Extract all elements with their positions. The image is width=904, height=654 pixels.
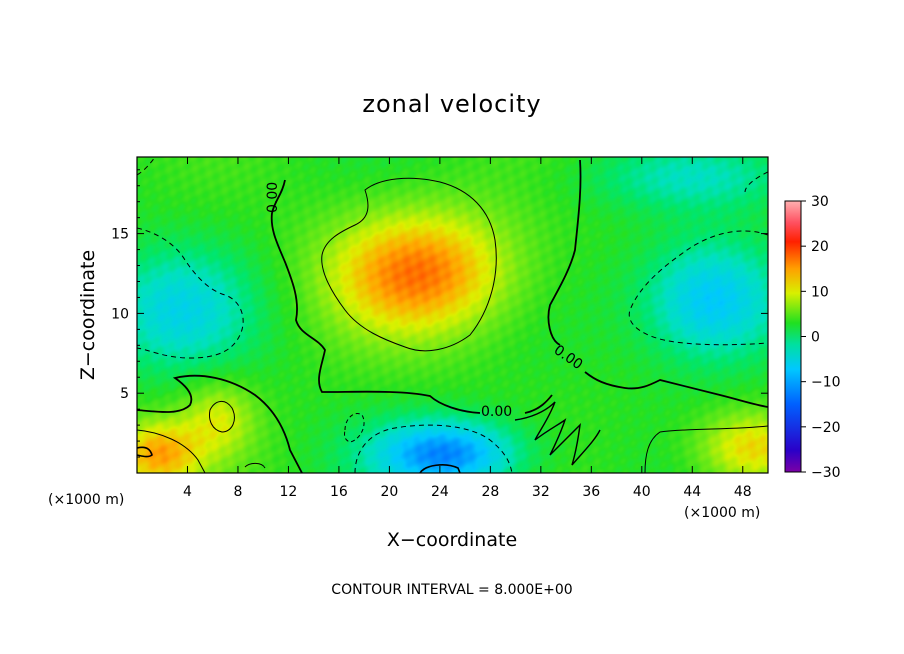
colorbar-tick-label: −30 <box>811 465 841 481</box>
positive-contour-lobe <box>209 401 235 433</box>
colorbar-tick-label: 10 <box>811 284 829 300</box>
zero-contour-lower-mid <box>514 401 601 466</box>
colorbar <box>784 200 802 473</box>
positive-contour-southwest <box>137 429 206 473</box>
x-tick-label: 8 <box>233 484 242 500</box>
positive-contour-southeast <box>644 425 768 473</box>
positive-contour-jet <box>321 177 497 352</box>
x-tick-label: 36 <box>582 484 600 500</box>
positive-contour-tiny <box>244 462 266 469</box>
zero-contour-central <box>270 179 553 414</box>
negative-contour-topleft <box>137 157 156 176</box>
x-tick-label: 20 <box>380 484 398 500</box>
x-tick-label: 44 <box>683 484 701 500</box>
y-tick-label: 15 <box>111 227 129 243</box>
zero-contour-west <box>137 374 303 473</box>
colorbar-tick-label: −10 <box>811 375 841 391</box>
x-unit-right: (×1000 m) <box>684 505 760 521</box>
colorbar-tick-label: 20 <box>811 239 829 255</box>
colorbar-tick-label: 30 <box>811 194 829 210</box>
y-axis-ticks: 5 10 15 <box>111 169 768 458</box>
negative-contour-small <box>344 413 365 443</box>
negative-contour-corner <box>419 464 461 473</box>
negative-contour-east <box>628 230 768 346</box>
colorbar-tick-label: 0 <box>811 330 820 346</box>
negative-contour-topright <box>744 171 768 193</box>
x-unit-left: (×1000 m) <box>48 492 124 508</box>
chart-title: zonal velocity <box>362 90 541 118</box>
y-tick-label: 10 <box>111 306 129 322</box>
zero-contour-east <box>547 159 768 408</box>
colorbar-ticks: 30 20 10 0 −10 −20 −30 <box>801 194 841 481</box>
x-tick-label: 28 <box>481 484 499 500</box>
x-tick-label: 24 <box>431 484 449 500</box>
contour-interval-note: CONTOUR INTERVAL = 8.000E+00 <box>331 582 572 598</box>
y-axis-label: Z−coordinate <box>77 250 99 380</box>
x-tick-label: 4 <box>183 484 192 500</box>
negative-contour-lower <box>354 424 513 473</box>
y-tick-label: 5 <box>120 386 129 402</box>
negative-contour-west <box>137 227 244 359</box>
x-tick-label: 16 <box>330 484 348 500</box>
contour-lines <box>137 157 768 473</box>
zero-contour-label-1: 0.00 <box>265 182 281 213</box>
positive-contour-corner <box>137 446 153 458</box>
x-tick-label: 32 <box>532 484 550 500</box>
x-tick-label: 48 <box>734 484 752 500</box>
colorbar-tick-label: −20 <box>811 420 841 436</box>
x-tick-label: 40 <box>633 484 651 500</box>
x-axis-ticks: 4 8 12 16 20 24 28 32 36 40 44 48 <box>183 157 752 500</box>
velocity-heatmap <box>137 157 768 473</box>
zero-contour-label-2: 0.00 <box>481 404 512 420</box>
x-tick-label: 12 <box>280 484 298 500</box>
plot-frame <box>136 156 769 474</box>
x-axis-label: X−coordinate <box>387 529 517 551</box>
